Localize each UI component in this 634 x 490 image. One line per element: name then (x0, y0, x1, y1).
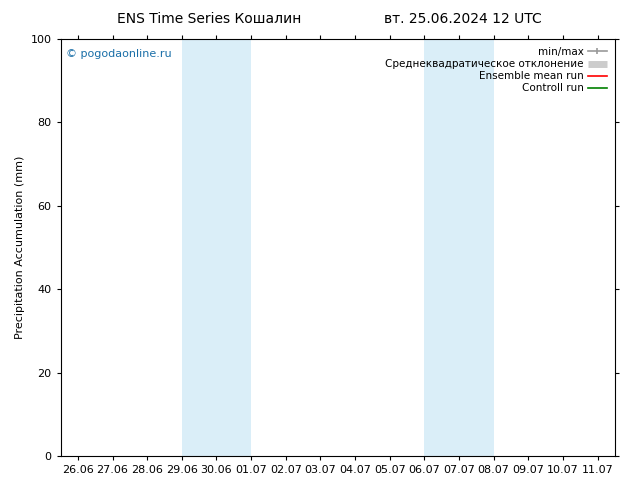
Bar (424, 39, 494, 456)
Bar (182, 39, 251, 456)
Legend: min/max, Среднеквадратическое отклонение, Ensemble mean run, Controll run: min/max, Среднеквадратическое отклонение… (382, 44, 610, 97)
Text: ENS Time Series Кошалин: ENS Time Series Кошалин (117, 12, 301, 26)
Text: вт. 25.06.2024 12 UTC: вт. 25.06.2024 12 UTC (384, 12, 541, 26)
Y-axis label: Precipitation Accumulation (mm): Precipitation Accumulation (mm) (15, 156, 25, 339)
Text: © pogodaonline.ru: © pogodaonline.ru (66, 49, 172, 59)
